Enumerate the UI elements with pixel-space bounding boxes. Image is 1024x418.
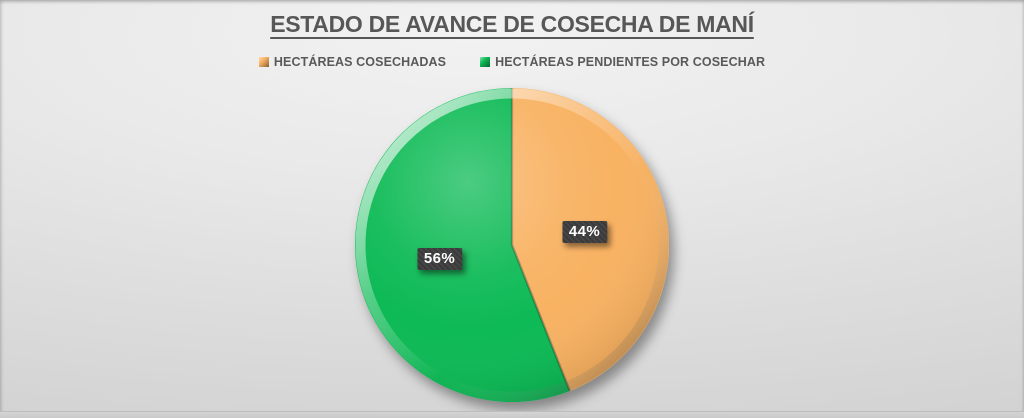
footer-band <box>0 411 1024 418</box>
chart-title: ESTADO DE AVANCE DE COSECHA DE MANÍ <box>270 11 754 37</box>
legend-item-0[interactable]: HECTÁREAS COSECHADAS <box>258 55 447 69</box>
legend-item-1[interactable]: HECTÁREAS PENDIENTES POR COSECHAR <box>480 55 765 69</box>
legend-swatch-0 <box>258 57 269 67</box>
pie-chart <box>354 88 669 402</box>
legend-label-1: HECTÁREAS PENDIENTES POR COSECHAR <box>495 55 766 69</box>
legend-swatch-1 <box>480 57 491 67</box>
chart-legend: HECTÁREAS COSECHADAS HECTÁREAS PENDIENTES… <box>0 55 1024 69</box>
legend-label-0: HECTÁREAS COSECHADAS <box>273 55 447 69</box>
